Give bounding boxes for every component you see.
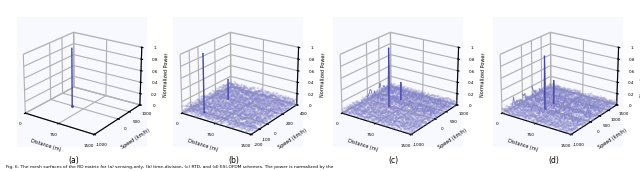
X-axis label: Distance (m): Distance (m) (30, 139, 61, 153)
Text: (c): (c) (388, 156, 399, 165)
Y-axis label: Speed (km/h): Speed (km/h) (120, 127, 151, 150)
Text: Fig. 6. The mesh surfaces of the RD matrix for (a) sensing-only, (b) time-divisi: Fig. 6. The mesh surfaces of the RD matr… (6, 165, 334, 169)
Y-axis label: Speed (km/h): Speed (km/h) (277, 127, 308, 150)
Text: (b): (b) (228, 156, 239, 165)
Y-axis label: Speed (km/h): Speed (km/h) (597, 127, 628, 150)
X-axis label: Distance (m): Distance (m) (347, 139, 378, 153)
Y-axis label: Speed (km/h): Speed (km/h) (437, 127, 468, 150)
Text: (a): (a) (68, 156, 79, 165)
X-axis label: Distance (m): Distance (m) (187, 139, 218, 153)
Text: (d): (d) (548, 156, 559, 165)
X-axis label: Distance (m): Distance (m) (507, 139, 538, 153)
